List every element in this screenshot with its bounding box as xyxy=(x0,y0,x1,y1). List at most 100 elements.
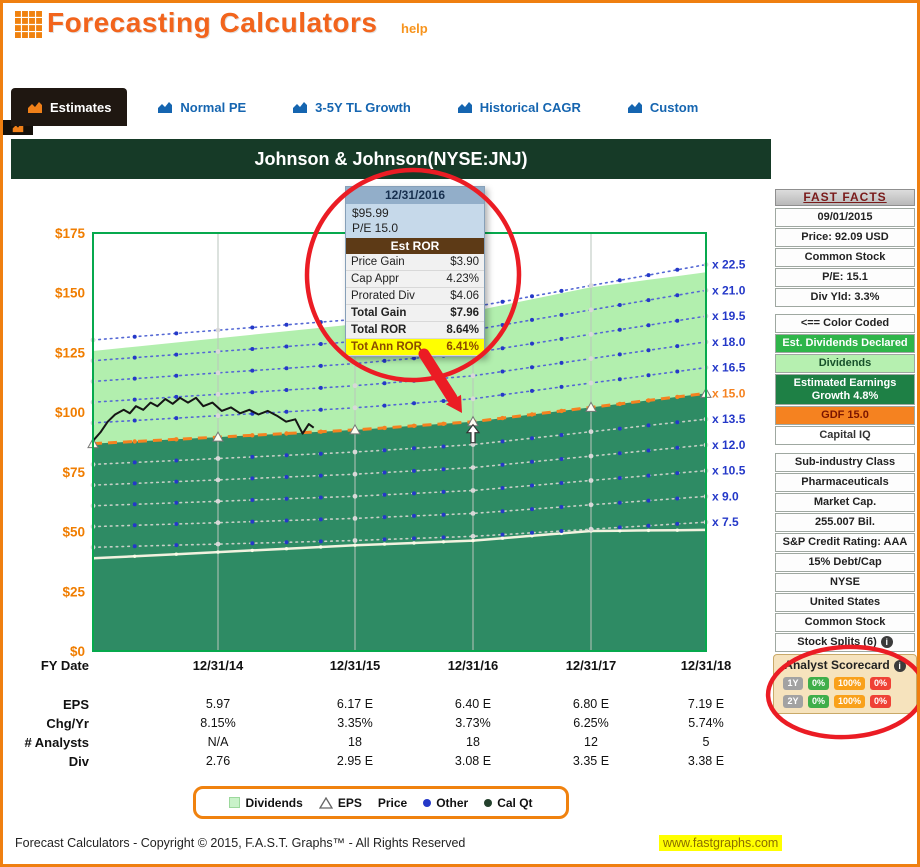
other-dot xyxy=(318,539,323,544)
dividend-dot xyxy=(675,528,679,532)
other-dot xyxy=(382,358,387,363)
eps-triangle-icon xyxy=(318,796,333,809)
legend-item-cal-qt: Cal Qt xyxy=(484,796,533,810)
info-icon[interactable]: i xyxy=(893,659,906,672)
cal-qt-dot xyxy=(352,383,358,389)
country: United States xyxy=(775,593,915,612)
tooltip-price-block: $95.99 P/E 15.0 xyxy=(346,204,484,238)
other-dot xyxy=(412,401,416,406)
tab-bar: Estimates Normal PE 3-5Y TL Growth Histo… xyxy=(11,88,728,126)
other-dot xyxy=(646,373,651,378)
other-dot xyxy=(500,299,505,304)
other-dot xyxy=(318,495,323,500)
tooltip-row-label: Cap Appr xyxy=(351,273,399,285)
other-dot xyxy=(441,535,446,540)
other-dot xyxy=(675,496,680,501)
other-dot xyxy=(174,394,179,399)
other-dot xyxy=(675,318,680,323)
cal-qt-dot xyxy=(588,331,594,337)
cal-qt-dot xyxy=(588,526,594,532)
chg-cell: 3.73% xyxy=(455,716,491,730)
copyright-text: Forecast Calculators - Copyright © 2015,… xyxy=(15,836,466,850)
other-dot xyxy=(174,479,179,484)
other-dot xyxy=(132,355,137,360)
other-dot xyxy=(646,423,651,428)
other-dot xyxy=(441,399,446,403)
other-dot xyxy=(441,444,446,449)
other-dot xyxy=(132,460,137,465)
tooltip-row-label: Prorated Div xyxy=(351,290,415,302)
other-dot xyxy=(318,320,323,325)
dividend-line xyxy=(92,528,707,560)
other-dot xyxy=(500,486,505,490)
eps-triangle-marker xyxy=(585,401,597,412)
tooltip-row: Total ROR 8.64% xyxy=(346,322,484,339)
analysts-cell: 12 xyxy=(584,735,598,749)
tab-normal-pe[interactable]: Normal PE xyxy=(141,88,262,126)
bad-badge: 0% xyxy=(870,677,892,690)
tab-custom[interactable]: Custom xyxy=(611,88,714,126)
cal-qt-dot xyxy=(588,478,594,483)
cal-qt-dot xyxy=(352,405,358,411)
exchange: NYSE xyxy=(775,573,915,592)
other-dot xyxy=(132,481,137,486)
other-dot xyxy=(500,346,505,351)
gdf-dot xyxy=(441,421,446,426)
help-link[interactable]: help xyxy=(401,21,428,36)
fastgraphs-link[interactable]: www.fastgraphs.com xyxy=(659,835,783,851)
other-dot xyxy=(646,298,651,303)
eps-cell: 5.97 xyxy=(205,697,231,711)
other-dot xyxy=(617,476,622,480)
other-dot xyxy=(250,390,255,395)
dividend-dot xyxy=(250,548,254,553)
gdf-dot xyxy=(559,408,564,414)
div-cell: 3.08 E xyxy=(454,754,492,768)
other-dot xyxy=(174,352,179,357)
gdf-dot xyxy=(284,431,289,436)
tab-3-5y-tl-growth[interactable]: 3-5Y TL Growth xyxy=(276,88,427,126)
other-dot xyxy=(559,312,564,317)
cal-qt-dot xyxy=(588,356,594,361)
gdf-dot xyxy=(318,429,323,434)
tab-estimates[interactable]: Estimates xyxy=(11,88,128,126)
color-coded-header: <== Color Coded xyxy=(775,314,915,333)
cal-qt-dot xyxy=(470,511,476,516)
earnings-area xyxy=(93,393,706,651)
other-dot xyxy=(174,373,179,378)
info-icon[interactable]: i xyxy=(880,636,893,649)
other-dot xyxy=(559,360,564,365)
other-dot xyxy=(284,409,289,414)
other-dot xyxy=(412,446,416,451)
cal-qt-dot xyxy=(215,370,221,376)
chart-icon xyxy=(27,101,43,114)
analysts-cell: 5 xyxy=(702,735,710,749)
other-dot xyxy=(617,303,622,307)
legend-item-dividends: Dividends xyxy=(229,796,303,810)
tab-historical-cagr[interactable]: Historical CAGR xyxy=(441,88,597,126)
other-dot xyxy=(412,378,416,383)
other-dot xyxy=(382,515,387,520)
chg-cell: 3.35% xyxy=(337,716,373,730)
other-dot xyxy=(617,278,622,283)
other-dot xyxy=(132,418,137,423)
other-dot xyxy=(382,448,387,453)
other-dot xyxy=(250,498,255,502)
other-dot xyxy=(318,517,323,522)
debt-cap: 15% Debt/Cap xyxy=(775,553,915,572)
other-dot xyxy=(675,344,680,349)
tooltip-row: Total Gain $7.96 xyxy=(346,305,484,322)
other-dot xyxy=(412,468,416,473)
other-dot xyxy=(284,540,289,545)
other-dot xyxy=(132,502,137,507)
cal-qt-dot xyxy=(470,488,476,493)
other-dot xyxy=(318,342,323,346)
other-dot xyxy=(318,473,323,478)
pe-multiple-label: x 22.5 xyxy=(712,258,746,272)
other-dot xyxy=(646,448,651,453)
y-axis-tick-label: $50 xyxy=(62,525,85,540)
other-dot xyxy=(559,481,564,485)
other-dot xyxy=(174,416,179,421)
sub-industry-value: Pharmaceuticals xyxy=(775,473,915,492)
other-dot xyxy=(174,500,179,505)
